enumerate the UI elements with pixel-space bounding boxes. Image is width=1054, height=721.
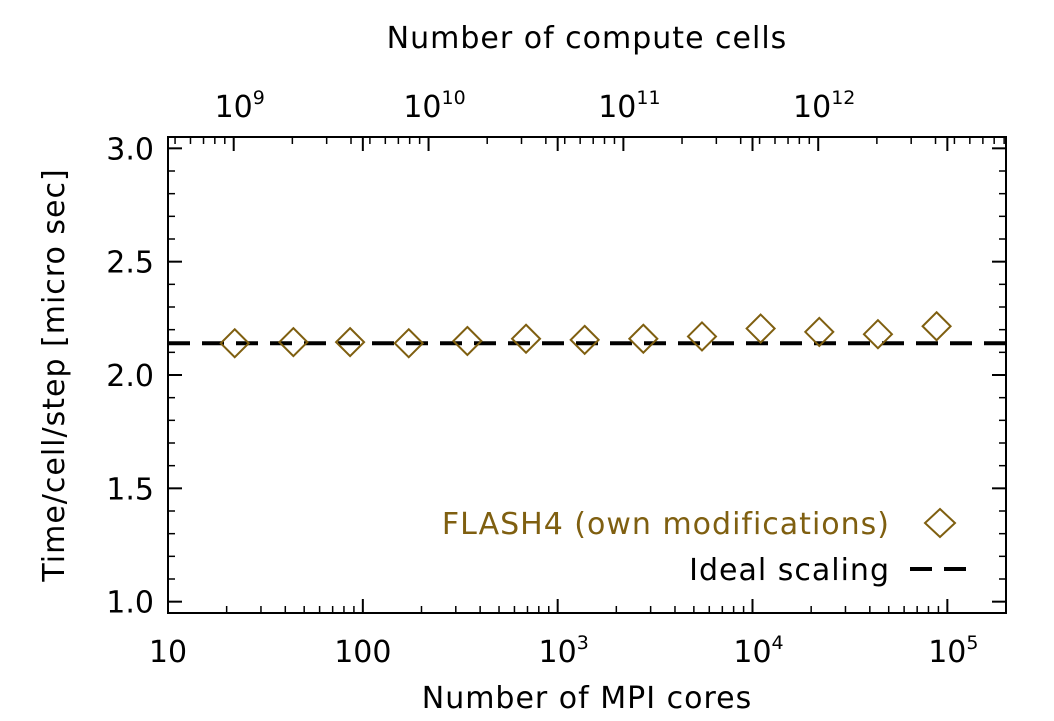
y-axis: 1.0 1.5 2.0 2.5 3.0 [106,132,1006,621]
x-tick-label: 104 [733,632,783,670]
top-axis-label: Number of compute cells [387,21,788,56]
flash4-data-point [334,326,366,358]
flash4-data-point [451,325,483,357]
y-tick-label: 2.0 [106,359,154,394]
x-tick-label: 10 [149,635,187,670]
flash4-data-point [510,323,542,355]
legend-marker-diamond [923,507,957,539]
legend-label-ideal: Ideal scaling [689,553,890,588]
flash4-data-point [745,313,777,344]
legend: FLASH4 (own modifications) Ideal scaling [442,507,972,588]
flash4-data-point [803,316,835,348]
bottom-x-axis: 10 100 103 104 105 [149,137,1007,670]
x-tick-label: 103 [539,632,589,670]
y-tick-label: 1.5 [106,472,154,507]
x-axis-label: Number of MPI cores [422,681,752,716]
flash4-data-point [393,327,425,359]
y-axis-label: Time/cell/step [micro sec] [37,168,72,582]
x-tick-label: 105 [928,632,978,670]
flash4-data-point [277,326,309,358]
top-x-axis: 109 1010 1011 1012 [174,87,1005,151]
legend-label-flash4: FLASH4 (own modifications) [442,507,890,542]
series-layer [168,310,1006,359]
y-tick-label: 3.0 [106,132,154,167]
y-tick-label: 1.0 [106,586,154,621]
flash4-data-point [569,324,601,356]
y-tick-label: 2.5 [106,246,154,281]
flash4-data-point [686,321,718,352]
flash4-data-point [219,327,251,359]
flash4-data-point [862,318,894,350]
top-tick-label: 1012 [793,87,855,125]
x-tick-label: 100 [334,635,391,670]
top-tick-label: 1010 [403,87,465,125]
flash4-data-point [921,310,953,342]
top-tick-label: 1011 [598,87,660,125]
top-tick-label: 109 [215,87,265,125]
flash4-data-point [627,323,659,355]
